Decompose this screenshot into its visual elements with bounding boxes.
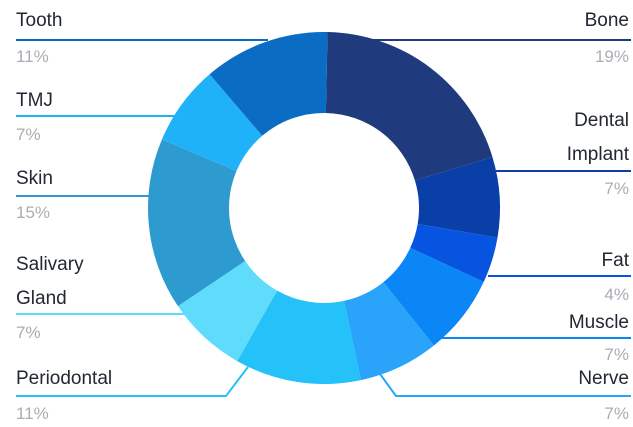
label-tmj: TMJ bbox=[16, 90, 53, 111]
label-muscle: Muscle bbox=[568, 312, 629, 333]
label-tooth: Tooth bbox=[16, 10, 63, 31]
pct-fat: 4% bbox=[604, 285, 629, 304]
slice-tmj bbox=[161, 74, 263, 171]
slice-periodontal bbox=[237, 290, 361, 384]
pct-skin: 15% bbox=[16, 203, 51, 222]
slice-bone bbox=[325, 32, 493, 181]
pct-tooth: 11% bbox=[16, 47, 49, 66]
slice-nerve bbox=[343, 282, 434, 381]
slice-tooth bbox=[209, 31, 328, 136]
slice-salivary-gland bbox=[177, 260, 278, 362]
leader-line-periodontal bbox=[16, 366, 249, 397]
leader-line-nerve bbox=[379, 373, 631, 397]
label-bone: Bone bbox=[584, 10, 629, 31]
label-salivary-gland: Salivary Gland bbox=[16, 254, 84, 309]
pct-muscle: 7% bbox=[604, 345, 629, 364]
pct-bone: 19% bbox=[594, 47, 629, 66]
label-skin: Skin bbox=[16, 168, 53, 189]
pct-salivary-gland: 7% bbox=[16, 323, 41, 342]
slice-fat bbox=[410, 223, 498, 282]
pct-tmj: 7% bbox=[16, 125, 41, 144]
slice-muscle bbox=[383, 247, 484, 346]
pct-dental-implant: 7% bbox=[604, 179, 629, 198]
label-dental-implant: Dental Implant bbox=[566, 110, 629, 165]
slice-dental-implant bbox=[414, 156, 500, 238]
pct-periodontal: 11% bbox=[16, 404, 49, 423]
label-periodontal: Periodontal bbox=[16, 368, 113, 389]
slice-skin bbox=[147, 139, 246, 307]
pct-nerve: 7% bbox=[604, 404, 629, 423]
label-nerve: Nerve bbox=[578, 368, 629, 389]
label-fat: Fat bbox=[601, 250, 629, 271]
